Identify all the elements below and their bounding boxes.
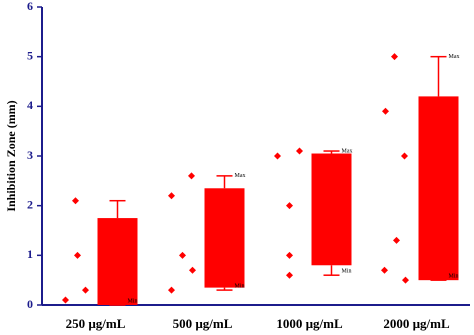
x-tick-label: 250 µg/mL bbox=[66, 316, 126, 331]
data-point bbox=[296, 147, 303, 155]
y-tick-label: 3 bbox=[27, 148, 33, 162]
max-label: Max bbox=[449, 54, 460, 60]
y-tick-label: 6 bbox=[27, 0, 33, 13]
y-tick-label: 1 bbox=[27, 247, 33, 261]
y-tick-label: 4 bbox=[27, 98, 33, 112]
box bbox=[97, 218, 138, 305]
data-point bbox=[402, 276, 409, 284]
data-point bbox=[391, 53, 398, 61]
max-label: Max bbox=[235, 173, 246, 179]
data-point bbox=[74, 251, 81, 259]
data-point bbox=[286, 202, 293, 210]
y-tick-label: 5 bbox=[27, 48, 33, 62]
data-point bbox=[382, 107, 389, 115]
data-point bbox=[188, 172, 195, 180]
x-tick-label: 500 µg/mL bbox=[173, 316, 233, 331]
data-point bbox=[286, 271, 293, 279]
min-label: Min bbox=[235, 283, 245, 289]
data-point bbox=[168, 286, 175, 294]
data-point bbox=[179, 251, 186, 259]
data-point bbox=[401, 152, 408, 160]
x-tick-label: 1000 µg/mL bbox=[276, 316, 343, 331]
min-label: Min bbox=[449, 274, 459, 280]
data-point bbox=[381, 266, 388, 274]
data-point bbox=[62, 296, 69, 304]
box bbox=[418, 96, 459, 281]
data-point bbox=[274, 152, 281, 160]
min-label: Min bbox=[128, 298, 138, 304]
data-point bbox=[286, 251, 293, 259]
max-label: Max bbox=[342, 148, 353, 154]
box bbox=[311, 153, 352, 266]
y-tick-label: 2 bbox=[27, 197, 33, 211]
y-axis-title: Inhibition Zone (mm) bbox=[4, 100, 18, 211]
y-tick-label: 0 bbox=[27, 297, 33, 311]
min-label: Min bbox=[342, 269, 352, 275]
data-point bbox=[82, 286, 89, 294]
box bbox=[204, 188, 245, 288]
x-tick-label: 2000 µg/mL bbox=[383, 316, 450, 331]
data-point bbox=[72, 197, 79, 205]
data-point bbox=[168, 192, 175, 200]
data-point bbox=[189, 266, 196, 274]
data-point bbox=[393, 236, 400, 244]
